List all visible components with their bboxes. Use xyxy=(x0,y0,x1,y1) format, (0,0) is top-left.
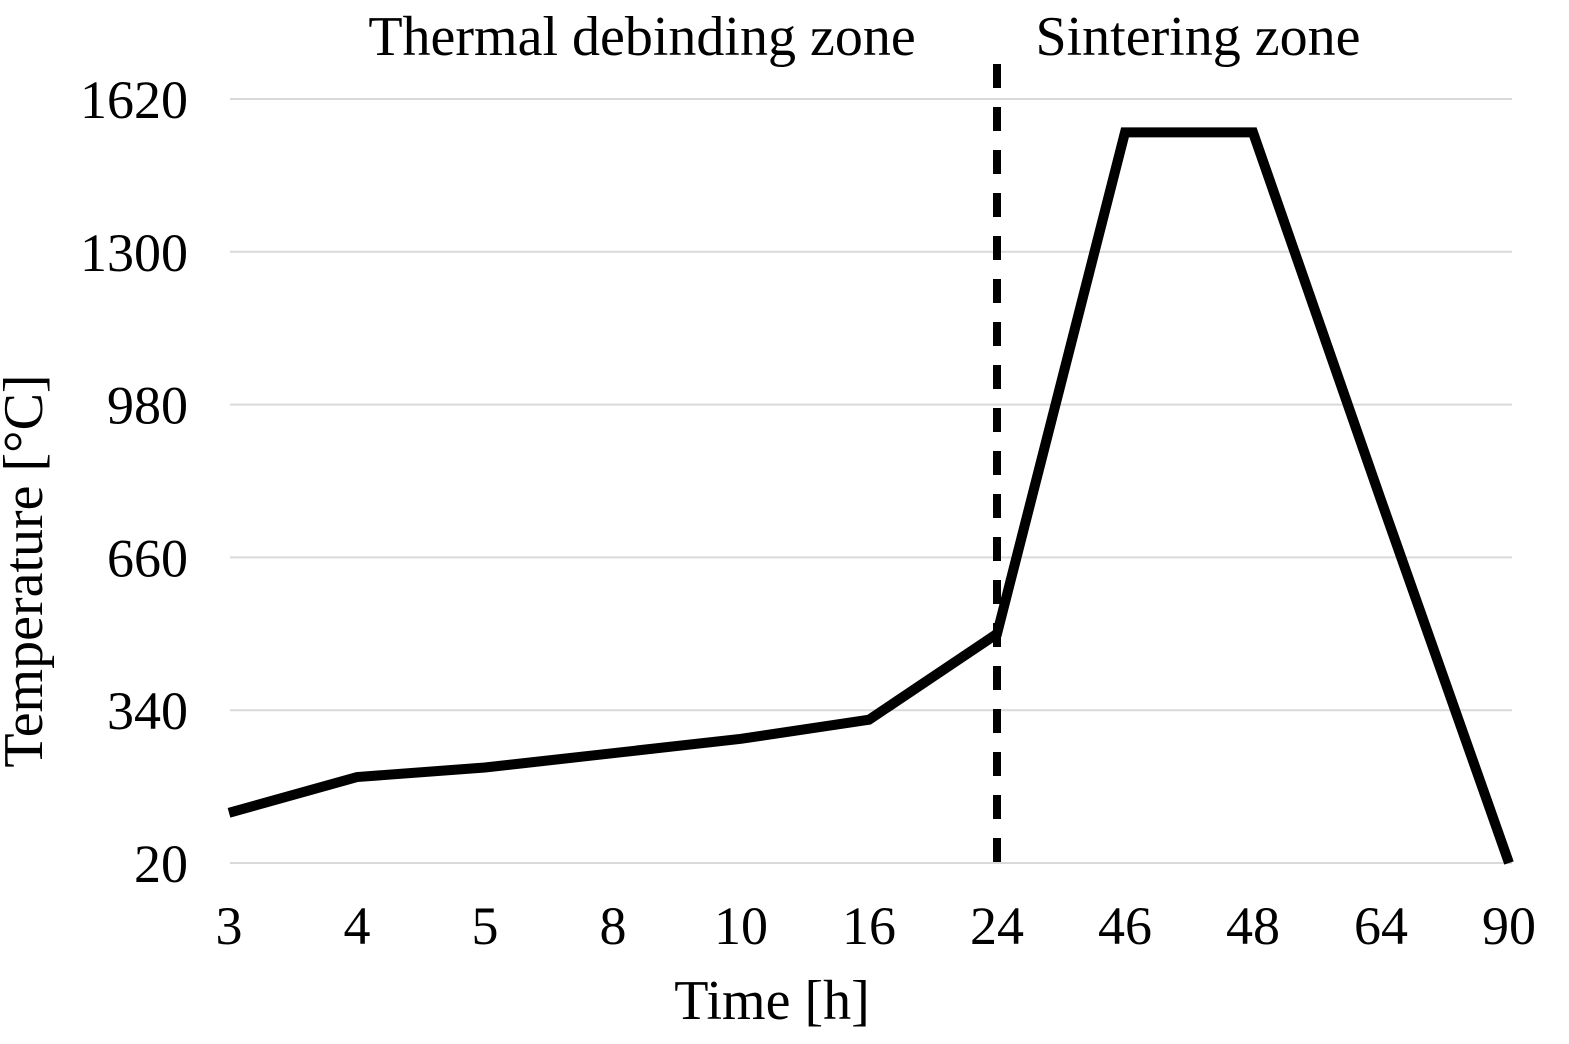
x-axis-tick-labels: 3 4 5 8 10 16 24 46 48 64 90 xyxy=(216,896,1537,956)
zone-label-thermal-debinding: Thermal debinding zone xyxy=(368,6,915,68)
x-tick-label: 46 xyxy=(1098,896,1152,956)
y-axis-title: Temperature [°C] xyxy=(0,374,55,767)
zone-label-sintering: Sintering zone xyxy=(1035,6,1360,68)
x-tick-label: 16 xyxy=(842,896,896,956)
gridlines-group xyxy=(230,98,1512,864)
temperature-profile-line xyxy=(227,127,1514,865)
y-axis-tick-labels: 20 340 660 980 1300 1620 xyxy=(80,70,188,894)
y-tick-label: 1300 xyxy=(80,223,188,283)
y-tick-label: 20 xyxy=(134,834,188,894)
y-tick-label: 340 xyxy=(107,681,188,741)
x-tick-label: 10 xyxy=(714,896,768,956)
x-tick-label: 4 xyxy=(344,896,371,956)
x-tick-label: 64 xyxy=(1354,896,1408,956)
y-tick-label: 980 xyxy=(107,376,188,436)
x-tick-label: 5 xyxy=(472,896,499,956)
y-tick-label: 660 xyxy=(107,528,188,588)
x-tick-label: 24 xyxy=(970,896,1024,956)
y-tick-label: 1620 xyxy=(80,70,188,130)
x-axis-title: Time [h] xyxy=(674,970,870,1032)
x-tick-label: 8 xyxy=(600,896,627,956)
x-tick-label: 90 xyxy=(1482,896,1536,956)
x-tick-label: 48 xyxy=(1226,896,1280,956)
x-tick-label: 3 xyxy=(216,896,243,956)
